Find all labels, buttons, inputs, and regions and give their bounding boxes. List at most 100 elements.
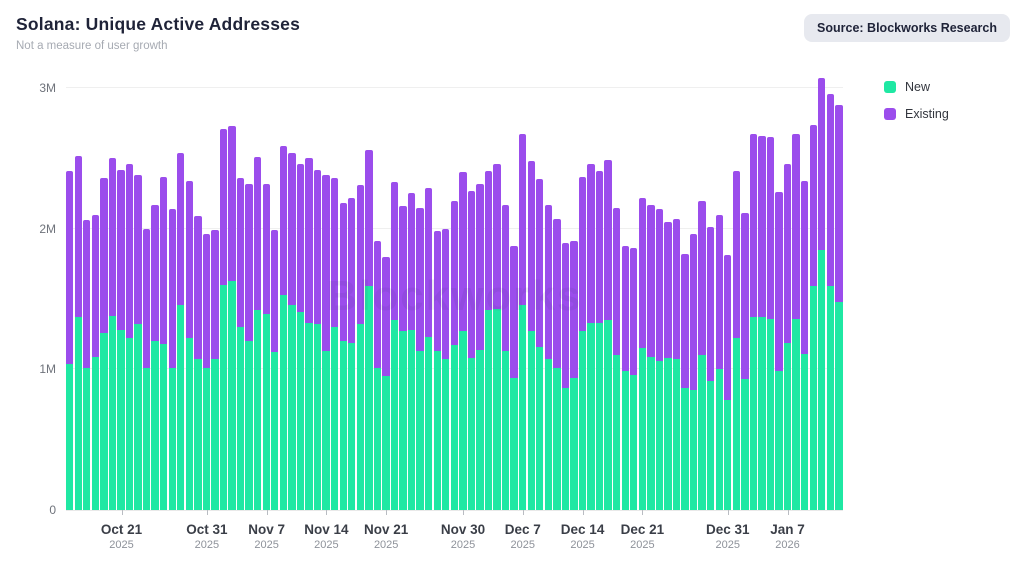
bar-segment-new[interactable] bbox=[313, 324, 322, 510]
bar-segment-new[interactable] bbox=[108, 315, 117, 510]
bar-segment-existing[interactable] bbox=[595, 170, 604, 323]
bar-segment-new[interactable] bbox=[296, 311, 305, 510]
bar-segment-existing[interactable] bbox=[305, 158, 313, 323]
bar-segment-new[interactable] bbox=[681, 387, 689, 510]
bar-segment-new[interactable] bbox=[698, 355, 706, 510]
bar-2025-11-06[interactable] bbox=[254, 76, 262, 510]
bar-segment-new[interactable] bbox=[775, 370, 783, 510]
bar-segment-new[interactable] bbox=[536, 346, 544, 510]
bar-segment-existing[interactable] bbox=[501, 204, 510, 352]
bar-segment-existing[interactable] bbox=[707, 227, 715, 381]
bar-segment-existing[interactable] bbox=[66, 170, 74, 364]
bar-segment-existing[interactable] bbox=[83, 220, 91, 368]
bar-2026-01-01[interactable] bbox=[732, 76, 741, 510]
bar-segment-new[interactable] bbox=[544, 359, 552, 510]
bar-segment-existing[interactable] bbox=[202, 234, 211, 368]
bar-2026-01-06[interactable] bbox=[775, 76, 783, 510]
bar-segment-existing[interactable] bbox=[322, 175, 330, 352]
bar-segment-existing[interactable] bbox=[228, 125, 236, 281]
bar-segment-new[interactable] bbox=[117, 329, 125, 510]
bar-2025-10-21[interactable] bbox=[117, 76, 125, 510]
bar-2026-01-12[interactable] bbox=[826, 76, 835, 510]
bar-2026-01-07[interactable] bbox=[783, 76, 792, 510]
bar-2026-01-04[interactable] bbox=[758, 76, 766, 510]
bar-segment-existing[interactable] bbox=[792, 134, 800, 319]
bar-segment-existing[interactable] bbox=[177, 152, 185, 305]
bar-2025-12-02[interactable] bbox=[476, 76, 484, 510]
bar-segment-new[interactable] bbox=[835, 301, 843, 510]
bar-segment-new[interactable] bbox=[707, 380, 715, 510]
bar-segment-new[interactable] bbox=[424, 336, 433, 510]
bar-segment-new[interactable] bbox=[91, 356, 99, 510]
bar-segment-existing[interactable] bbox=[450, 200, 458, 346]
bar-segment-new[interactable] bbox=[613, 355, 621, 510]
bar-2025-12-25[interactable] bbox=[672, 76, 681, 510]
bar-segment-existing[interactable] bbox=[493, 163, 501, 309]
bar-2025-12-15[interactable] bbox=[587, 76, 595, 510]
bar-2025-11-12[interactable] bbox=[305, 76, 313, 510]
bar-segment-new[interactable] bbox=[339, 341, 347, 510]
bar-segment-new[interactable] bbox=[672, 359, 681, 510]
bar-segment-new[interactable] bbox=[561, 387, 570, 510]
bar-segment-existing[interactable] bbox=[578, 176, 587, 332]
bar-2025-11-01[interactable] bbox=[211, 76, 219, 510]
bar-2025-12-14[interactable] bbox=[578, 76, 587, 510]
bar-segment-new[interactable] bbox=[202, 367, 211, 510]
bar-segment-existing[interactable] bbox=[433, 231, 441, 352]
bar-segment-new[interactable] bbox=[356, 324, 364, 510]
bar-segment-existing[interactable] bbox=[766, 137, 775, 319]
bar-segment-new[interactable] bbox=[758, 317, 766, 510]
bar-segment-existing[interactable] bbox=[741, 213, 749, 380]
bar-2025-11-30[interactable] bbox=[459, 76, 467, 510]
bar-segment-new[interactable] bbox=[655, 360, 664, 510]
bar-segment-new[interactable] bbox=[766, 318, 775, 510]
bar-2025-11-20[interactable] bbox=[373, 76, 382, 510]
bar-segment-new[interactable] bbox=[365, 286, 373, 510]
bar-segment-new[interactable] bbox=[399, 331, 407, 510]
bar-2025-12-22[interactable] bbox=[647, 76, 655, 510]
bar-segment-existing[interactable] bbox=[536, 179, 544, 347]
bar-2025-12-05[interactable] bbox=[501, 76, 510, 510]
bar-2025-11-22[interactable] bbox=[390, 76, 399, 510]
bar-2025-11-04[interactable] bbox=[236, 76, 245, 510]
bar-segment-existing[interactable] bbox=[570, 241, 578, 378]
bar-2025-12-13[interactable] bbox=[570, 76, 578, 510]
bar-2025-12-31[interactable] bbox=[724, 76, 732, 510]
bar-2025-10-15[interactable] bbox=[66, 76, 74, 510]
bar-segment-new[interactable] bbox=[262, 314, 270, 510]
bar-segment-existing[interactable] bbox=[527, 161, 535, 332]
bar-2025-11-29[interactable] bbox=[450, 76, 458, 510]
bar-segment-existing[interactable] bbox=[621, 245, 629, 371]
bar-segment-existing[interactable] bbox=[818, 78, 826, 250]
bar-segment-new[interactable] bbox=[476, 349, 484, 510]
bar-segment-existing[interactable] bbox=[279, 145, 288, 295]
bar-2025-12-24[interactable] bbox=[664, 76, 672, 510]
bar-segment-existing[interactable] bbox=[442, 228, 450, 360]
bar-2026-01-05[interactable] bbox=[766, 76, 775, 510]
bar-segment-new[interactable] bbox=[373, 367, 382, 510]
bar-2025-10-27[interactable] bbox=[168, 76, 176, 510]
bar-2025-11-24[interactable] bbox=[407, 76, 416, 510]
bar-segment-new[interactable] bbox=[279, 294, 288, 510]
bar-segment-existing[interactable] bbox=[801, 180, 809, 354]
bar-segment-new[interactable] bbox=[809, 286, 817, 510]
bar-segment-new[interactable] bbox=[322, 351, 330, 510]
bar-segment-existing[interactable] bbox=[219, 128, 228, 285]
bar-2025-11-09[interactable] bbox=[279, 76, 288, 510]
bar-2025-12-03[interactable] bbox=[484, 76, 493, 510]
bar-segment-existing[interactable] bbox=[672, 218, 681, 360]
bar-2025-12-21[interactable] bbox=[638, 76, 646, 510]
bar-segment-existing[interactable] bbox=[100, 178, 108, 333]
bar-segment-existing[interactable] bbox=[758, 135, 766, 318]
bar-segment-new[interactable] bbox=[801, 353, 809, 510]
bar-2025-12-30[interactable] bbox=[715, 76, 723, 510]
bar-segment-new[interactable] bbox=[484, 310, 493, 510]
bar-segment-existing[interactable] bbox=[775, 192, 783, 371]
bar-2025-11-27[interactable] bbox=[433, 76, 441, 510]
bar-segment-new[interactable] bbox=[228, 280, 236, 510]
bar-segment-existing[interactable] bbox=[715, 214, 723, 370]
bar-2025-12-26[interactable] bbox=[681, 76, 689, 510]
bar-segment-new[interactable] bbox=[74, 317, 82, 510]
bar-segment-existing[interactable] bbox=[288, 152, 296, 305]
bar-segment-existing[interactable] bbox=[399, 206, 407, 332]
